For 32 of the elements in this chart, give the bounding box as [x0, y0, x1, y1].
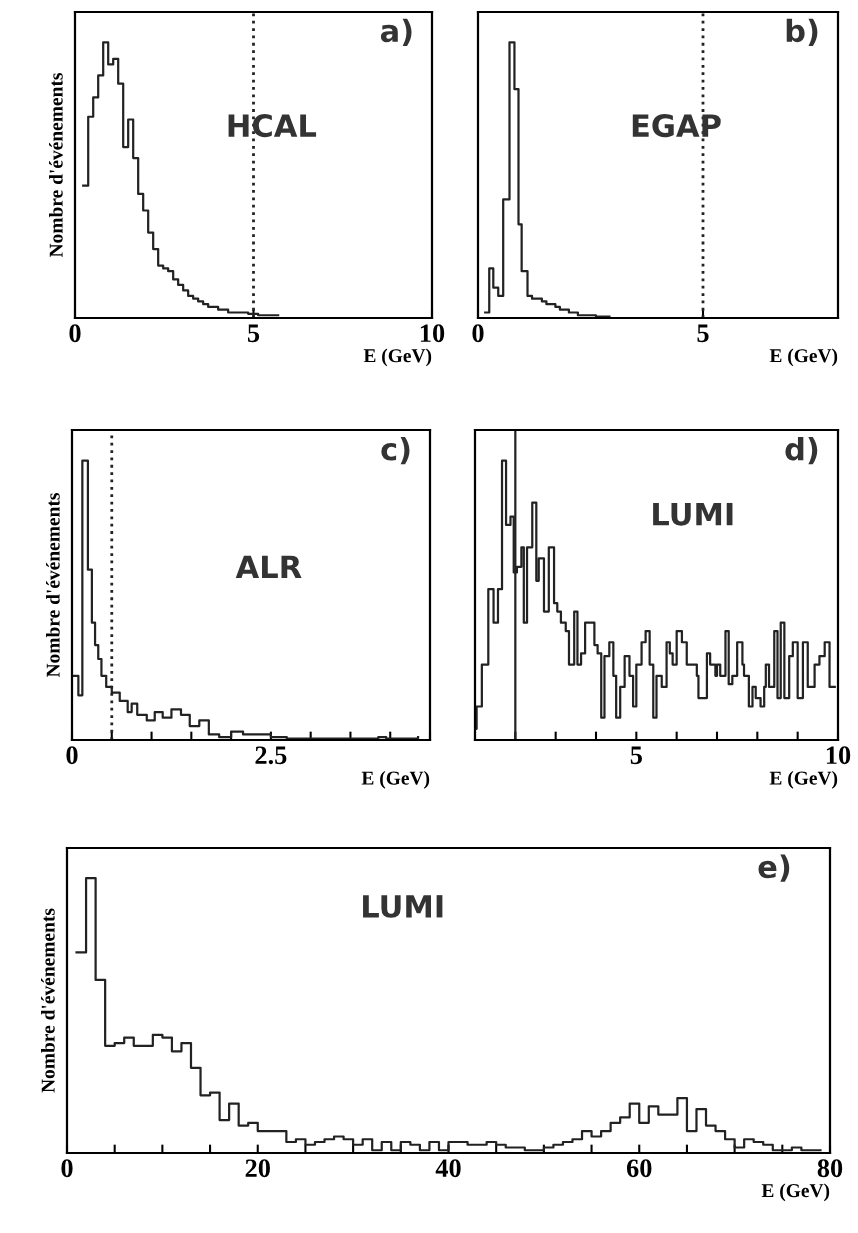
x-tick-label: 2.5 — [255, 746, 287, 765]
annotation: b) — [786, 18, 818, 46]
x-tick-label: 80 — [817, 1159, 843, 1178]
y-axis-title: Nombre d'événements — [46, 493, 60, 678]
x-axis-title: E (GeV) — [363, 348, 432, 367]
annotation: LUMI — [363, 895, 443, 918]
x-tick-label: 0 — [61, 1159, 73, 1178]
x-tick-label: 0 — [472, 324, 484, 343]
x-axis-title: E (GeV) — [769, 771, 838, 789]
x-tick-label: 10 — [420, 324, 445, 343]
y-axis-title: Nombre d'événements — [41, 908, 55, 1093]
x-tick-label: 5 — [630, 746, 642, 765]
x-tick-label: 20 — [245, 1159, 270, 1178]
y-axis-title: Nombre d'événements — [49, 73, 63, 258]
x-tick-label: 10 — [826, 746, 851, 765]
x-tick-label: 40 — [435, 1159, 461, 1178]
x-tick-label: 5 — [247, 324, 260, 343]
x-tick-label: 0 — [66, 746, 78, 765]
annotation: e) — [758, 854, 790, 882]
x-tick-label: 5 — [697, 324, 709, 343]
annotation: c) — [381, 436, 410, 465]
annotation: LUMI — [653, 502, 733, 526]
annotation: HCAL — [228, 114, 317, 138]
x-tick-label: 0 — [69, 324, 81, 343]
annotation: a) — [380, 18, 412, 46]
annotation: d) — [785, 436, 818, 465]
x-axis-title: E (GeV) — [769, 348, 838, 367]
x-axis-title: E (GeV) — [761, 1183, 830, 1202]
x-axis-title: E (GeV) — [361, 771, 430, 789]
annotation: ALR — [235, 555, 302, 578]
x-tick-label: 60 — [626, 1159, 652, 1178]
annotation: EGAP — [632, 114, 721, 138]
